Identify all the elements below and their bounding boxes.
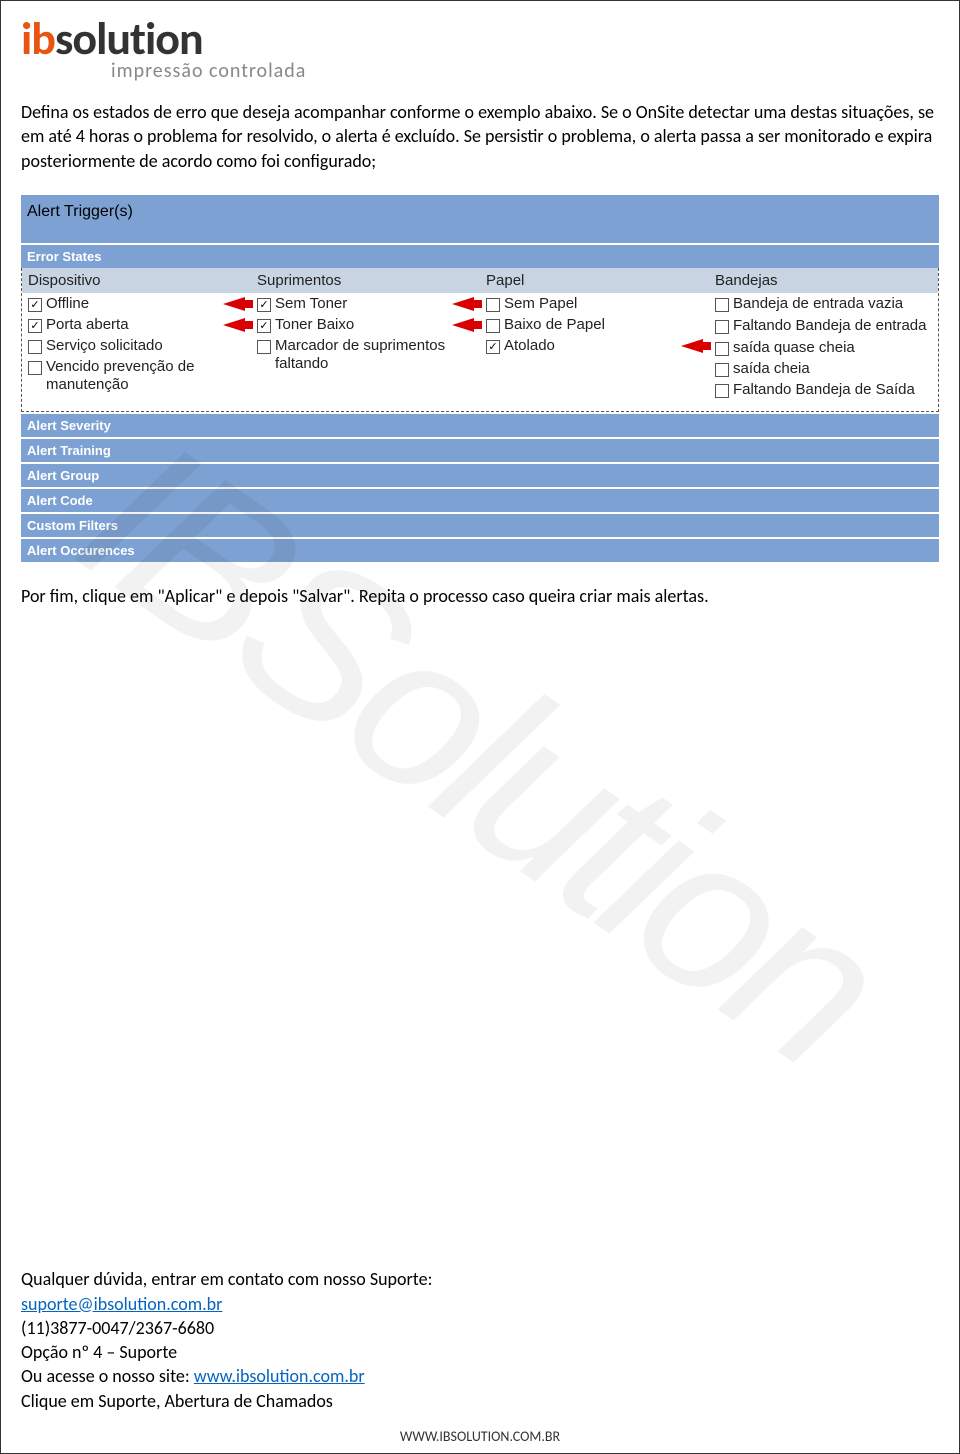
check-label: Serviço solicitado <box>46 337 245 354</box>
arrow-icon <box>452 297 474 311</box>
checkbox-icon[interactable] <box>715 363 729 377</box>
check-porta-aberta[interactable]: Porta aberta <box>22 314 251 335</box>
check-label: Atolado <box>504 337 675 354</box>
after-panel-text: Por fim, clique em "Aplicar" e depois "S… <box>1 572 959 620</box>
error-states-grid: Dispositivo Offline Porta aberta Serviço… <box>21 268 939 412</box>
check-label: saída cheia <box>733 360 932 377</box>
checkbox-icon[interactable] <box>486 340 500 354</box>
check-label: Offline <box>46 295 217 312</box>
check-saida-quase-cheia[interactable]: saída quase cheia <box>709 337 938 358</box>
check-label: Vencido prevenção de manutenção <box>46 358 245 394</box>
contact-line1: Qualquer dúvida, entrar em contato com n… <box>21 1267 939 1291</box>
subheader-training[interactable]: Alert Training <box>21 439 939 462</box>
logo-prefix: ib <box>21 11 55 67</box>
check-servico[interactable]: Serviço solicitado <box>22 335 251 356</box>
error-states-header: Error States <box>21 245 939 268</box>
check-saida-cheia[interactable]: saída cheia <box>709 358 938 379</box>
check-faltando-bandeja-entrada[interactable]: Faltando Bandeja de entrada <box>709 315 938 337</box>
col-dispositivo: Dispositivo Offline Porta aberta Serviço… <box>22 268 251 401</box>
intro-paragraph: Defina os estados de erro que deseja aco… <box>1 88 959 185</box>
check-label: Faltando Bandeja de Saída <box>733 381 932 399</box>
checkbox-icon[interactable] <box>715 320 729 334</box>
checkbox-icon[interactable] <box>715 384 729 398</box>
check-toner-baixo[interactable]: Toner Baixo <box>251 314 480 335</box>
checkbox-icon[interactable] <box>715 342 729 356</box>
checkbox-icon[interactable] <box>257 340 271 354</box>
col-header-bandejas: Bandejas <box>709 268 938 293</box>
check-baixo-papel[interactable]: Baixo de Papel <box>480 314 709 335</box>
arrow-icon <box>452 318 474 332</box>
contact-site-prefix: Ou acesse o nosso site: <box>21 1365 194 1387</box>
checkbox-icon[interactable] <box>486 298 500 312</box>
check-label: Porta aberta <box>46 316 217 333</box>
arrow-icon <box>223 297 245 311</box>
logo-area: ibsolution impressão controlada <box>1 1 959 88</box>
check-faltando-bandeja-saida[interactable]: Faltando Bandeja de Saída <box>709 379 938 401</box>
arrow-icon <box>681 339 703 353</box>
checkbox-icon[interactable] <box>257 319 271 333</box>
col-header-dispositivo: Dispositivo <box>22 268 251 293</box>
check-label: Baixo de Papel <box>504 316 703 333</box>
col-header-papel: Papel <box>480 268 709 293</box>
checkbox-icon[interactable] <box>28 319 42 333</box>
col-papel: Papel Sem Papel Baixo de Papel Atolado <box>480 268 709 401</box>
contact-last: Clique em Suporte, Abertura de Chamados <box>21 1389 939 1413</box>
check-bandeja-entrada-vazia[interactable]: Bandeja de entrada vazia <box>709 293 938 315</box>
checkbox-icon[interactable] <box>715 298 729 312</box>
subheader-severity[interactable]: Alert Severity <box>21 414 939 437</box>
checkbox-icon[interactable] <box>28 298 42 312</box>
check-offline[interactable]: Offline <box>22 293 251 314</box>
check-label: Marcador de suprimentos faltando <box>275 337 474 373</box>
check-sem-papel[interactable]: Sem Papel <box>480 293 709 314</box>
check-label: Sem Papel <box>504 295 703 312</box>
check-label: Faltando Bandeja de entrada <box>733 317 932 335</box>
subheader-occurences[interactable]: Alert Occurences <box>21 539 939 562</box>
subheader-code[interactable]: Alert Code <box>21 489 939 512</box>
check-marcador[interactable]: Marcador de suprimentos faltando <box>251 335 480 375</box>
check-label: Sem Toner <box>275 295 446 312</box>
col-bandejas: Bandejas Bandeja de entrada vazia Faltan… <box>709 268 938 401</box>
check-atolado[interactable]: Atolado <box>480 335 709 356</box>
alert-panel: Alert Trigger(s) Error States Dispositiv… <box>21 195 939 562</box>
check-sem-toner[interactable]: Sem Toner <box>251 293 480 314</box>
col-header-suprimentos: Suprimentos <box>251 268 480 293</box>
contact-site-link[interactable]: www.ibsolution.com.br <box>194 1365 365 1387</box>
check-label: Toner Baixo <box>275 316 446 333</box>
check-vencido[interactable]: Vencido prevenção de manutenção <box>22 356 251 396</box>
logo-tagline: impressão controlada <box>111 59 939 83</box>
page-footer-url: WWW.IBSOLUTION.COM.BR <box>1 1428 959 1445</box>
contact-email-link[interactable]: suporte@ibsolution.com.br <box>21 1293 222 1315</box>
contact-phone: (11)3877-0047/2367-6680 <box>21 1316 939 1340</box>
subheader-custom-filters[interactable]: Custom Filters <box>21 514 939 537</box>
contact-block: Qualquer dúvida, entrar em contato com n… <box>21 1267 939 1413</box>
checkbox-icon[interactable] <box>28 361 42 375</box>
checkbox-icon[interactable] <box>28 340 42 354</box>
arrow-icon <box>223 318 245 332</box>
checkbox-icon[interactable] <box>257 298 271 312</box>
col-suprimentos: Suprimentos Sem Toner Toner Baixo Marcad… <box>251 268 480 401</box>
check-label: saída quase cheia <box>733 339 932 356</box>
checkbox-icon[interactable] <box>486 319 500 333</box>
check-label: Bandeja de entrada vazia <box>733 295 932 313</box>
contact-option: Opção nº 4 – Suporte <box>21 1340 939 1364</box>
panel-title: Alert Trigger(s) <box>21 195 939 243</box>
subheader-group[interactable]: Alert Group <box>21 464 939 487</box>
